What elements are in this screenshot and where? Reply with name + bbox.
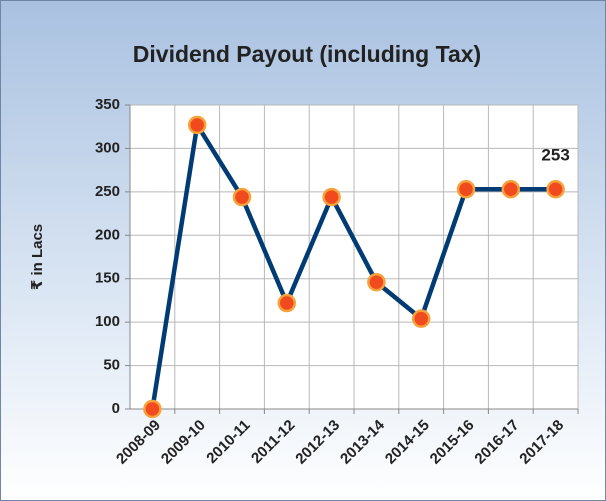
- y-axis-label: ₹ in Lacs: [29, 224, 46, 290]
- y-tick-label: 150: [95, 270, 120, 287]
- marker: [232, 187, 252, 207]
- marker: [187, 115, 207, 135]
- marker: [367, 272, 386, 292]
- marker: [501, 180, 521, 199]
- line: [150, 122, 556, 410]
- y-tick-label: 200: [95, 226, 120, 243]
- y-tick-label: 350: [95, 96, 120, 113]
- y-tick-label: 250: [95, 183, 120, 200]
- marker: [277, 293, 297, 313]
- y-tick-label: 0: [112, 400, 120, 417]
- y-tick-label: 50: [103, 357, 120, 374]
- y-tick-label: 300: [95, 139, 120, 156]
- marker: [546, 180, 565, 199]
- data-label: 253: [541, 146, 569, 165]
- marker: [143, 399, 162, 419]
- marker: [456, 180, 476, 199]
- chart-title: Dividend Payout (including Tax): [133, 41, 481, 67]
- marker: [411, 309, 431, 328]
- y-tick-label: 100: [95, 313, 120, 330]
- marker: [322, 187, 341, 207]
